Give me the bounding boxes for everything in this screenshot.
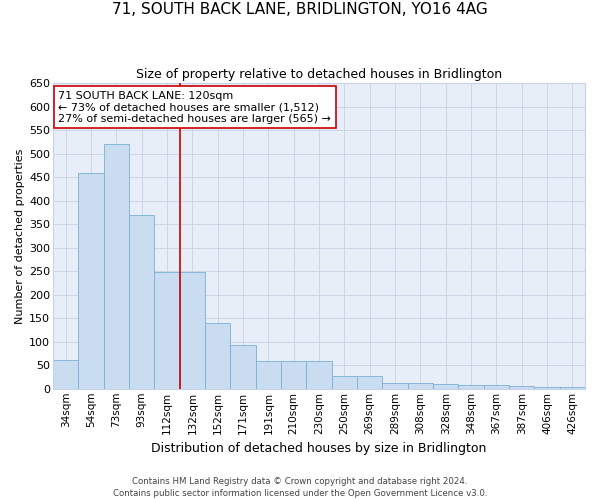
Bar: [560, 388, 585, 389]
X-axis label: Distribution of detached houses by size in Bridlington: Distribution of detached houses by size …: [151, 442, 487, 455]
Bar: [104, 144, 129, 389]
Bar: [205, 323, 230, 389]
Bar: [129, 214, 154, 389]
Bar: [53, 360, 79, 389]
Bar: [458, 386, 484, 389]
Bar: [407, 382, 433, 389]
Bar: [230, 345, 256, 389]
Text: 71 SOUTH BACK LANE: 120sqm
← 73% of detached houses are smaller (1,512)
27% of s: 71 SOUTH BACK LANE: 120sqm ← 73% of deta…: [58, 90, 331, 124]
Bar: [484, 386, 509, 389]
Y-axis label: Number of detached properties: Number of detached properties: [15, 148, 25, 324]
Bar: [332, 376, 357, 389]
Bar: [535, 388, 560, 389]
Bar: [180, 272, 205, 389]
Bar: [256, 360, 281, 389]
Text: Contains HM Land Registry data © Crown copyright and database right 2024.
Contai: Contains HM Land Registry data © Crown c…: [113, 476, 487, 498]
Bar: [382, 382, 407, 389]
Text: 71, SOUTH BACK LANE, BRIDLINGTON, YO16 4AG: 71, SOUTH BACK LANE, BRIDLINGTON, YO16 4…: [112, 2, 488, 18]
Bar: [79, 174, 104, 389]
Bar: [154, 272, 180, 389]
Bar: [281, 360, 307, 389]
Title: Size of property relative to detached houses in Bridlington: Size of property relative to detached ho…: [136, 68, 502, 80]
Bar: [509, 386, 535, 389]
Bar: [357, 376, 382, 389]
Bar: [433, 384, 458, 389]
Bar: [307, 362, 332, 389]
